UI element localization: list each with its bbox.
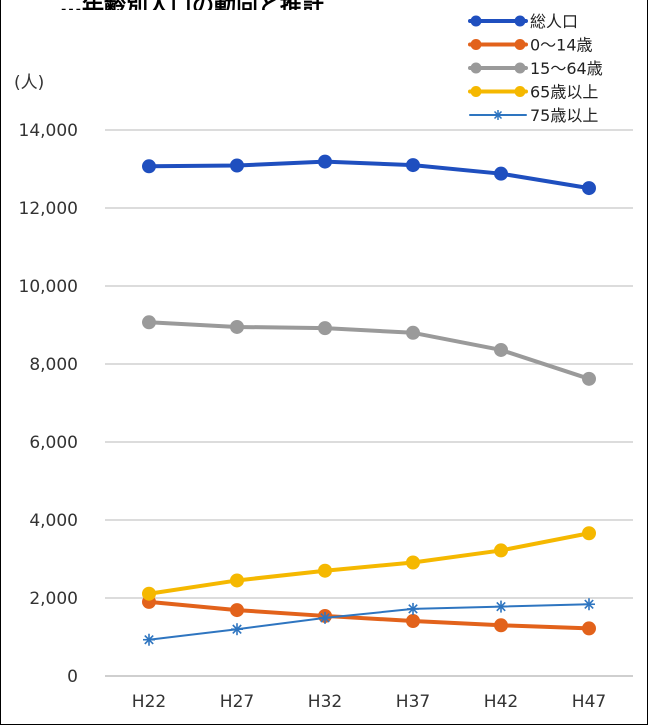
- data-point: [406, 555, 420, 570]
- legend-marker: [470, 15, 482, 27]
- series-3: [142, 526, 596, 601]
- data-point: [142, 586, 156, 601]
- x-axis: H22 H27 H32 H37 H42 H47: [132, 692, 606, 712]
- legend-item-2: 15～64歳: [468, 59, 603, 78]
- series-1: [142, 594, 596, 636]
- legend-marker: [514, 39, 526, 50]
- y-axis: 0 2,000 4,000 6,000 8,000 10,000 12,000 14,000: [19, 121, 78, 687]
- data-point: [494, 543, 508, 558]
- legend-marker: [514, 86, 526, 97]
- y-tick-label: 2,000: [29, 589, 78, 609]
- x-tick-label: H47: [572, 692, 606, 712]
- data-point: [142, 159, 156, 174]
- series-line: [147, 531, 591, 596]
- legend-marker: [470, 39, 482, 50]
- series-0: [142, 154, 596, 196]
- series-4: [143, 598, 595, 646]
- data-point: [406, 325, 420, 340]
- data-point: [406, 158, 420, 173]
- data-point: [582, 181, 596, 196]
- legend-label: 総人口: [530, 12, 578, 31]
- y-tick-label: 12,000: [19, 199, 78, 219]
- legend-label: 15～64歳: [530, 59, 603, 78]
- data-point: [494, 166, 508, 181]
- series-group: [142, 154, 596, 646]
- data-point: [318, 321, 332, 336]
- data-point: [582, 371, 596, 386]
- series-2: [142, 315, 596, 386]
- data-point: [231, 623, 243, 636]
- data-point: [406, 614, 420, 629]
- x-tick-label: H37: [396, 692, 430, 712]
- legend-label: 75歳以上: [530, 106, 598, 125]
- y-tick-label: 14,000: [19, 121, 78, 141]
- data-point: [230, 603, 244, 618]
- legend-marker: [470, 86, 482, 97]
- x-tick-label: H32: [308, 692, 342, 712]
- y-tick-label: 0: [67, 667, 78, 687]
- legend-item-0: 総人口: [468, 12, 578, 31]
- x-tick-label: H22: [132, 692, 166, 712]
- data-point: [583, 598, 595, 611]
- series-line: [147, 320, 591, 381]
- y-unit-label: (人): [14, 73, 44, 93]
- gridlines: [105, 129, 633, 677]
- legend-label: 0～14歳: [530, 36, 593, 55]
- x-tick-label: H27: [220, 692, 254, 712]
- chart-title-partial: …年齢別人口の動向と推計: [60, 0, 324, 10]
- data-point: [142, 315, 156, 330]
- data-point: [582, 621, 596, 636]
- y-tick-label: 10,000: [19, 277, 78, 297]
- data-point: [318, 563, 332, 578]
- legend-marker: [514, 15, 526, 27]
- legend-item-1: 0～14歳: [468, 36, 593, 55]
- y-tick-label: 6,000: [29, 433, 78, 453]
- data-point: [230, 158, 244, 173]
- series-line: [147, 159, 591, 191]
- series-line: [147, 599, 591, 631]
- legend-item-3: 65歳以上: [468, 83, 598, 102]
- data-point: [495, 600, 507, 613]
- data-point: [230, 319, 244, 334]
- y-tick-label: 8,000: [29, 355, 78, 375]
- legend-marker: [514, 62, 526, 74]
- data-point: [494, 618, 508, 633]
- legend-marker: [493, 110, 503, 120]
- data-point: [318, 154, 332, 169]
- legend-marker: [470, 62, 482, 74]
- series-line: [148, 603, 590, 641]
- x-tick-label: H42: [484, 692, 518, 712]
- data-point: [319, 611, 331, 624]
- legend: 総人口 0～14歳 15～64歳 65歳以上 75歳以上: [468, 12, 603, 125]
- y-tick-label: 4,000: [29, 511, 78, 531]
- data-point: [143, 633, 155, 646]
- data-point: [494, 342, 508, 357]
- data-point: [230, 573, 244, 588]
- legend-item-4: 75歳以上: [469, 106, 598, 125]
- legend-label: 65歳以上: [530, 83, 598, 102]
- data-point: [407, 602, 419, 615]
- data-point: [582, 526, 596, 541]
